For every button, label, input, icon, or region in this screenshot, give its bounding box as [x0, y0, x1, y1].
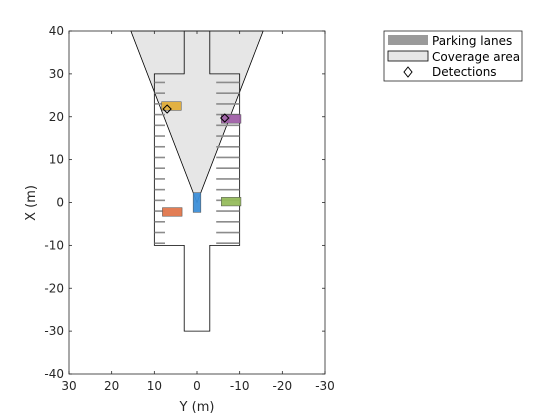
legend-swatch-parking-lanes: [388, 35, 428, 45]
detections: [162, 104, 230, 123]
x-tick-label-1: 20: [104, 379, 119, 393]
legend-label-detections: Detections: [432, 65, 497, 79]
detection-marker-1: [220, 113, 230, 123]
legend-label-parking-lanes: Parking lanes: [432, 34, 512, 48]
y-tick-label-4: 0: [56, 196, 64, 210]
y-ticks: 40 30 20 10 0 -10 -20 -30 -40: [44, 24, 325, 381]
y-tick-label-2: 20: [49, 110, 64, 124]
x-tick-label-2: 10: [147, 379, 162, 393]
x-tick-label-6: -30: [315, 379, 335, 393]
vehicle-1: [161, 101, 182, 111]
y-tick-label-0: 40: [49, 24, 64, 38]
y-tick-label-6: -20: [44, 281, 64, 295]
y-axis-label: X (m): [24, 185, 39, 221]
vehicle-4: [221, 197, 242, 207]
vehicle-3: [162, 207, 183, 217]
y-tick-label-5: -10: [44, 238, 64, 252]
x-ticks: 30 20 10 0 -10 -20 -30: [61, 31, 335, 393]
y-tick-label-8: -40: [44, 367, 64, 381]
x-tick-label-4: -10: [230, 379, 250, 393]
y-tick-label-7: -30: [44, 324, 64, 338]
x-tick-label-5: -20: [273, 379, 293, 393]
legend-swatch-coverage-area: [387, 50, 429, 62]
detection-marker-0: [162, 104, 172, 114]
legend-label-coverage-area: Coverage area: [432, 50, 520, 64]
x-axis-label: Y (m): [179, 400, 215, 415]
legend-marker-detections: [403, 66, 413, 78]
legend: Parking lanes Coverage area Detections: [383, 30, 523, 82]
x-tick-label-3: 0: [193, 379, 201, 393]
x-tick-label-0: 30: [61, 379, 76, 393]
y-tick-label-3: 10: [49, 153, 64, 167]
vehicles: [161, 101, 242, 217]
y-tick-label-1: 30: [49, 67, 64, 81]
vehicle-0: [192, 192, 202, 213]
